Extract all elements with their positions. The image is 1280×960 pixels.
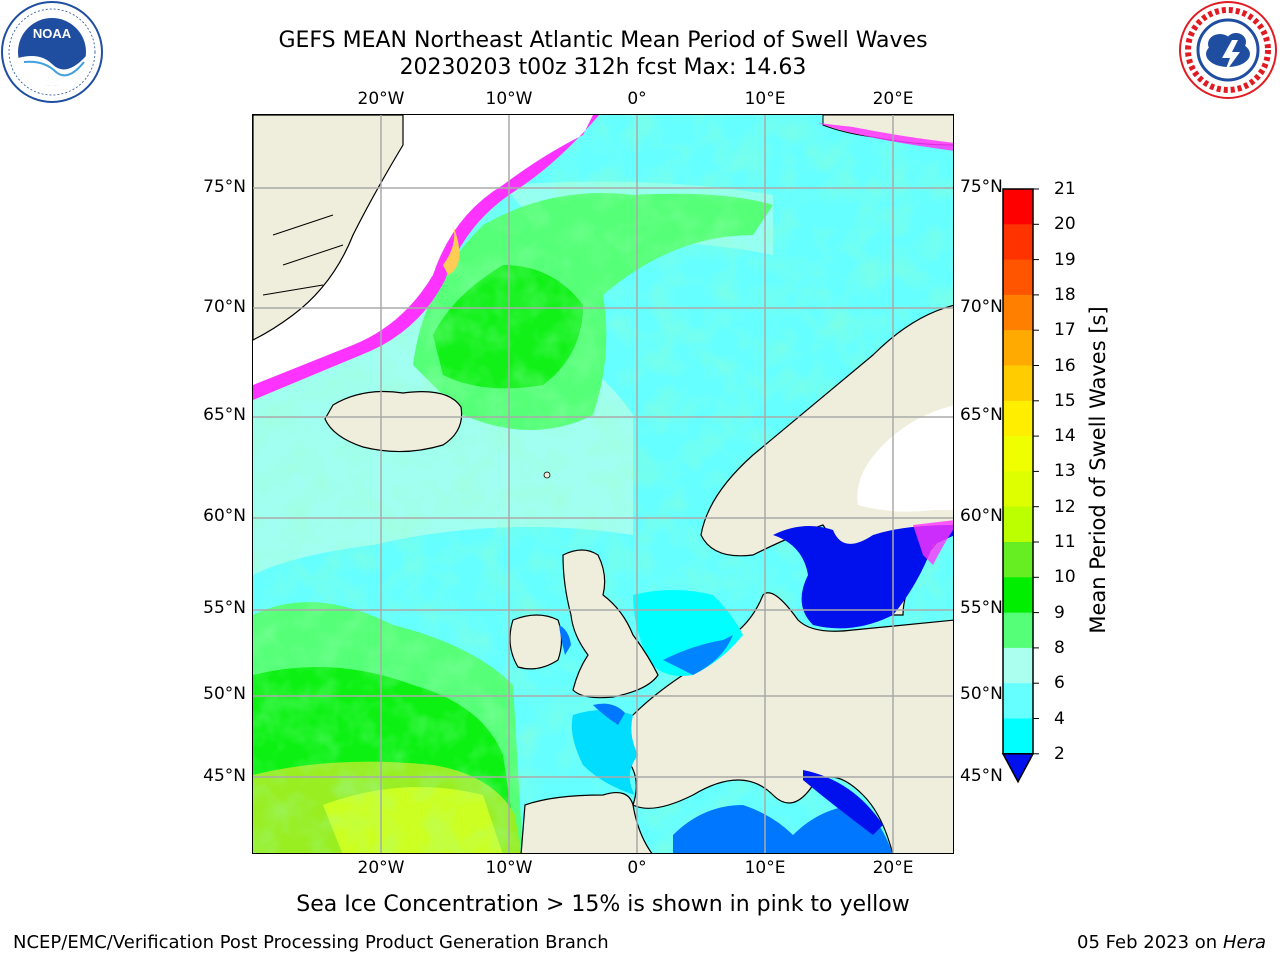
- north-sea-swell-low: [663, 635, 733, 675]
- colorbar-tick-label: 18: [1054, 284, 1076, 305]
- footer-date: 05 Feb 2023 on Hera: [1077, 932, 1266, 953]
- colorbar-segment: [1003, 718, 1033, 755]
- map-canvas: [253, 115, 953, 853]
- irish-sea-swell-low: [559, 625, 571, 655]
- faroe-islands-land: [543, 471, 551, 479]
- lat-label-left-50n: 50°N: [203, 684, 246, 704]
- colorbar-tick-label: 14: [1054, 426, 1076, 447]
- colorbar-tick-label: 2: [1054, 743, 1065, 764]
- footer-host: Hera: [1222, 932, 1266, 953]
- ireland-land: [509, 614, 563, 670]
- lon-label-bottom-0: 0°: [627, 858, 647, 878]
- lat-label-left-55n: 55°N: [203, 598, 246, 618]
- colorbar-tick-label: 10: [1054, 567, 1076, 588]
- mediterranean-swell-low: [673, 805, 893, 853]
- colorbar-tick-label: 15: [1054, 390, 1076, 411]
- colorbar-segment: [1003, 294, 1033, 331]
- colorbar-tick-label: 19: [1054, 249, 1076, 270]
- ice-edge-yellow: [443, 225, 460, 275]
- nws-logo-icon: [1179, 1, 1277, 99]
- lon-label-top-0: 0°: [627, 89, 647, 109]
- iberia-land: [520, 792, 653, 853]
- colorbar-label: Mean Period of Swell Waves [s]: [1086, 306, 1110, 634]
- colorbar-extend-triangle: [1001, 753, 1035, 784]
- gulf-of-bothnia-ice: [857, 405, 953, 512]
- ice-edge-magenta: [253, 115, 599, 400]
- lat-label-right-65n: 65°N: [960, 405, 1003, 425]
- map-title: GEFS MEAN Northeast Atlantic Mean Period…: [278, 28, 928, 53]
- lon-label-top-20e: 20°E: [872, 89, 914, 109]
- lat-label-right-75n: 75°N: [960, 177, 1003, 197]
- colorbar: [1001, 188, 1039, 784]
- colorbar-segment: [1003, 400, 1033, 437]
- colorbar-segment: [1003, 259, 1033, 296]
- colorbar-segment: [1003, 506, 1033, 543]
- map-subtitle: 20230203 t00z 312h fcst Max: 14.63: [399, 55, 807, 80]
- colorbar-tick-label: 11: [1054, 532, 1076, 552]
- colorbar-tick-label: 20: [1054, 214, 1076, 235]
- iceland-land: [324, 390, 463, 453]
- swell-period-map: [252, 114, 954, 854]
- sea-ice-note: Sea Ice Concentration > 15% is shown in …: [296, 892, 910, 917]
- colorbar-tick-label: 13: [1054, 461, 1076, 482]
- greenland-fjords: [262, 214, 344, 296]
- lat-label-right-70n: 70°N: [960, 297, 1003, 317]
- colorbar-segment: [1003, 224, 1033, 261]
- colorbar-segment: [1003, 436, 1033, 472]
- greenland-land: [253, 115, 404, 341]
- colorbar-tick-label: 9: [1054, 602, 1065, 623]
- lat-label-left-45n: 45°N: [203, 766, 246, 786]
- colorbar-segment: [1003, 612, 1033, 649]
- lon-label-top-10w: 10°W: [485, 89, 533, 109]
- graticule: [253, 115, 953, 853]
- lat-label-left-65n: 65°N: [203, 405, 246, 425]
- footer-credit: NCEP/EMC/Verification Post Processing Pr…: [13, 932, 609, 953]
- colorbar-tick-label: 4: [1054, 708, 1065, 729]
- english-channel-swell-low: [593, 703, 625, 725]
- colorbar-tick-label: 21: [1054, 179, 1076, 199]
- lat-label-left-70n: 70°N: [203, 297, 246, 317]
- colorbar-segment: [1003, 683, 1033, 719]
- colorbar-segment: [1003, 330, 1033, 366]
- lon-label-bottom-20w: 20°W: [357, 858, 405, 878]
- colorbar-segment: [1003, 365, 1033, 402]
- svg-text:NOAA: NOAA: [33, 26, 72, 41]
- lon-label-top-10e: 10°E: [744, 89, 786, 109]
- svalbard-ice: [818, 123, 953, 151]
- colorbar-tick-label: 16: [1054, 355, 1076, 376]
- lat-label-right-45n: 45°N: [960, 766, 1003, 786]
- lat-label-left-60n: 60°N: [203, 506, 246, 526]
- lat-label-left-75n: 75°N: [203, 177, 246, 197]
- lon-label-bottom-20e: 20°E: [872, 858, 914, 878]
- colorbar-segment: [1003, 577, 1033, 614]
- colorbar-segment: [1003, 471, 1033, 508]
- colorbar-tick-label: 12: [1054, 496, 1076, 517]
- lat-label-right-50n: 50°N: [960, 684, 1003, 704]
- colorbar-segment: [1003, 647, 1033, 684]
- colorbar-tick-label: 6: [1054, 673, 1065, 694]
- great-britain-land: [562, 549, 659, 699]
- adriatic-swell-low: [803, 770, 883, 835]
- colorbar-tick-label: 17: [1054, 320, 1076, 341]
- noaa-logo-icon: NOAA: [1, 1, 103, 103]
- lon-label-bottom-10e: 10°E: [744, 858, 786, 878]
- colorbar-tick-label: 8: [1054, 637, 1065, 658]
- footer-date-text: 05 Feb 2023 on: [1077, 932, 1218, 953]
- bay-of-biscay: [571, 710, 638, 795]
- lat-label-right-60n: 60°N: [960, 506, 1003, 526]
- gulf-of-finland-ice: [913, 520, 953, 565]
- baltic-sea-swell-low: [773, 525, 953, 629]
- colorbar-segment: [1003, 189, 1033, 225]
- lon-label-bottom-10w: 10°W: [485, 858, 533, 878]
- lat-label-right-55n: 55°N: [960, 598, 1003, 618]
- lon-label-top-20w: 20°W: [357, 89, 405, 109]
- colorbar-segment: [1003, 542, 1033, 578]
